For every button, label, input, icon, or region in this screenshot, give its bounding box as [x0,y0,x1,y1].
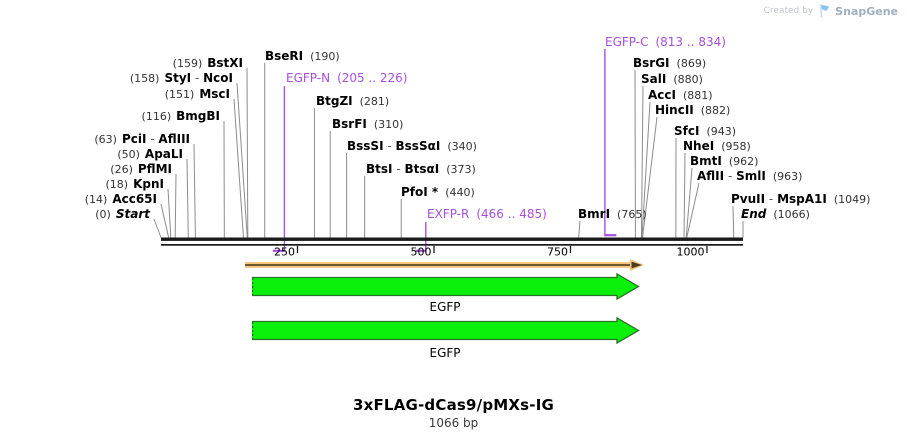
site-label-start[interactable]: (0) Start [95,207,150,222]
site-label-btgzi[interactable]: BtgZI (281) [316,94,390,109]
site-label-bsrgi[interactable]: BsrGI (869) [633,56,707,71]
site-label-bstxi[interactable]: (159) BstXI [172,56,243,71]
site-label-kpni[interactable]: (18) KpnI [105,177,165,192]
site-label-bmgbi[interactable]: (116) BmgBI [141,109,220,124]
site-label-apali[interactable]: (50) ApaLI [117,147,183,162]
ruler-tick-label-500: 500 [410,246,431,259]
site-label-pfoi[interactable]: PfoI * (440) [401,185,475,200]
snapgene-logo-icon [820,4,830,18]
site-label-bsrfi[interactable]: BsrFI (310) [332,117,404,132]
feature-label-egfp-2[interactable]: EGFP [429,346,461,360]
site-label-pcii-afliii[interactable]: (63) PciI - AflIII [94,132,190,147]
construct-region-arrow[interactable] [245,259,644,271]
construct-title: 3xFLAG-dCas9/pMXs-IG [352,396,555,414]
site-label-sali[interactable]: SalI (880) [641,72,703,87]
site-label-end[interactable]: End (1066) [741,207,810,222]
snapgene-watermark: Created by SnapGene [764,4,898,18]
feature-label-egfp-1[interactable]: EGFP [429,300,461,314]
construct-title-block: 3xFLAG-dCas9/pMXs-IG 1066 bp [0,396,907,430]
site-label-msci[interactable]: (151) MscI [164,87,230,102]
site-label-acci[interactable]: AccI (881) [648,88,713,103]
primer-label-egfp-c[interactable]: EGFP-C (813 .. 834) [605,35,726,49]
primer-label-egfp-n[interactable]: EGFP-N (205 .. 226) [286,71,408,85]
site-label-bmri[interactable]: BmrI (765) [578,207,647,222]
site-label-styi-ncoi[interactable]: (158) StyI - NcoI [129,71,233,86]
site-label-pvuii-mspa1i[interactable]: PvuII - MspA1I (1049) [731,192,871,207]
leader-lines [153,63,744,238]
site-label-nhei[interactable]: NheI (958) [683,139,751,154]
sequence-ruler[interactable]: 250 500 750 1000 [161,237,743,259]
feature-arrow-egfp-2[interactable] [252,316,640,345]
site-label-pflmi[interactable]: (26) PflMI [110,162,172,177]
feature-arrow-egfp-1[interactable] [252,272,640,301]
primer-site-mark-egfp-n[interactable] [272,86,286,252]
ruler-tick-label-250: 250 [274,246,295,259]
site-label-btsi-bts-i[interactable]: BtsI - BtsαI (373) [366,162,476,177]
snapgene-brand-text: SnapGene [835,4,898,18]
construct-length: 1066 bp [428,416,479,430]
site-label-acc65i[interactable]: (14) Acc65I [84,192,157,207]
site-label-hincii[interactable]: HincII (882) [655,103,731,118]
primer-site-mark-exfp-r[interactable] [415,222,427,252]
site-label-bsssi-bsss-i[interactable]: BssSI - BssSαI (340) [347,139,477,154]
primer-site-mark-egfp-c[interactable] [604,49,617,237]
site-label-bseri[interactable]: BseRI (190) [265,49,340,64]
ruler-tick-label-1000: 1000 [676,246,704,259]
site-label-sfci[interactable]: SfcI (943) [674,124,737,139]
site-label-aflii-smli[interactable]: AflII - SmlI (963) [697,169,803,184]
ruler-tick-label-750: 750 [547,246,568,259]
site-label-bmti[interactable]: BmtI (962) [690,154,759,169]
primer-label-exfp-r[interactable]: EXFP-R (466 .. 485) [427,207,547,221]
created-by-text: Created by [763,6,814,16]
